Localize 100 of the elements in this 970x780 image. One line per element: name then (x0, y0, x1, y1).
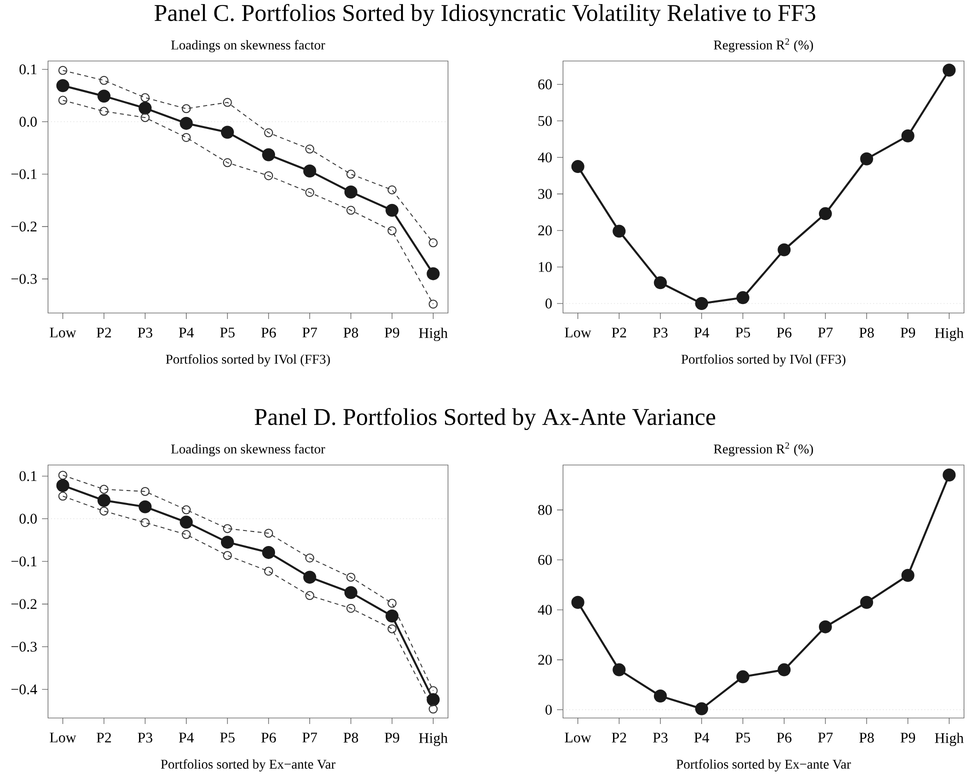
y-tick-label: −0.4 (11, 684, 38, 694)
point (346, 170, 356, 179)
x-tick-label: P3 (138, 732, 152, 743)
y-tick-label: −0.3 (11, 642, 37, 652)
point (612, 224, 626, 238)
x-tick-label: Low (564, 328, 592, 338)
x-tick-label: P3 (653, 328, 668, 338)
x-tick-label: P7 (302, 732, 318, 742)
y-tick-label: 0.1 (20, 471, 36, 482)
point (97, 494, 110, 507)
x-axis-title: Portfolios sorted by Ex−ante Var (160, 759, 336, 772)
point (264, 171, 274, 180)
y-tick-label: 0 (546, 704, 552, 715)
x-tick-label: P9 (384, 328, 400, 338)
point (860, 152, 874, 166)
point (140, 486, 150, 496)
point (264, 128, 274, 138)
y-tick-label: 60 (538, 79, 552, 90)
point (58, 66, 68, 75)
point (818, 620, 832, 634)
x-tick-label: P7 (818, 732, 833, 742)
point (305, 591, 314, 600)
chart-subtitle: Regression R$^{2}$ (%) (714, 442, 813, 456)
x-tick-label: P9 (900, 328, 916, 338)
x-tick-label: P6 (261, 328, 276, 338)
chart-title: Panel D. Portfolios Sorted by Ax-Ante Variance (254, 408, 716, 430)
point (695, 297, 708, 310)
x-tick-label: Low (50, 732, 76, 742)
point (138, 500, 152, 514)
point (428, 704, 438, 714)
x-tick-label: High (418, 328, 448, 342)
y-tick-label: 40 (538, 604, 552, 615)
y-tick-label: −0.2 (11, 222, 36, 232)
y-tick-label: 30 (538, 188, 552, 199)
y-tick-label: 10 (538, 262, 552, 272)
point (264, 528, 274, 538)
y-tick-label: 20 (538, 654, 552, 665)
y-tick-label: 40 (538, 152, 552, 162)
point (138, 102, 152, 115)
y-tick-label: −0.1 (11, 169, 36, 180)
point (262, 546, 276, 559)
point (571, 160, 584, 174)
point (262, 148, 276, 162)
point (305, 554, 314, 563)
point (303, 570, 316, 584)
x-tick-label: P3 (138, 328, 152, 338)
y-tick-label: −0.2 (11, 599, 36, 610)
x-tick-label: P5 (736, 328, 750, 338)
point (140, 113, 150, 122)
point (388, 598, 397, 608)
point (428, 300, 438, 309)
point (99, 506, 108, 516)
point (942, 64, 956, 77)
x-tick-label: P4 (694, 328, 710, 338)
point (386, 610, 399, 623)
point (901, 129, 914, 142)
point (182, 530, 191, 540)
x-tick-label: P7 (818, 328, 833, 338)
y-tick-label: 60 (538, 554, 552, 565)
point (140, 518, 150, 528)
point (426, 267, 440, 280)
point (386, 204, 399, 217)
x-tick-label: P8 (344, 732, 358, 743)
chart-subtitle: Loadings on skewness factor (171, 40, 326, 52)
point (222, 550, 232, 560)
y-tick-label: −0.3 (11, 274, 37, 284)
point (305, 144, 314, 154)
point (58, 492, 68, 501)
point (388, 185, 397, 194)
point (222, 158, 232, 168)
point (860, 596, 874, 609)
point (695, 702, 708, 716)
point (778, 243, 791, 256)
x-tick-label: P9 (384, 732, 400, 743)
point (264, 566, 274, 576)
x-tick-label: High (418, 732, 448, 746)
point (220, 126, 234, 139)
point (346, 572, 356, 582)
x-tick-label: P6 (261, 732, 276, 743)
x-axis-title: Portfolios sorted by IVol (FF3) (166, 354, 330, 366)
point (388, 624, 397, 634)
point (220, 536, 234, 549)
point (346, 206, 356, 215)
point (303, 164, 316, 178)
point (612, 663, 626, 676)
x-tick-label: P8 (859, 328, 874, 338)
point (736, 670, 750, 684)
x-tick-label: P8 (344, 328, 358, 338)
point (58, 96, 68, 105)
point (222, 98, 232, 107)
x-tick-label: P8 (859, 732, 874, 743)
point (182, 505, 191, 514)
x-tick-label: Low (50, 328, 76, 338)
chart-title: Panel C. Portfolios Sorted by Idiosyncratic Volatility Relative to FF3 (154, 4, 816, 26)
x-tick-label: P2 (96, 732, 111, 742)
point (818, 207, 832, 220)
point (180, 516, 193, 529)
y-tick-label: 0.0 (20, 116, 37, 127)
x-tick-label: P6 (776, 732, 792, 743)
point (99, 76, 108, 85)
